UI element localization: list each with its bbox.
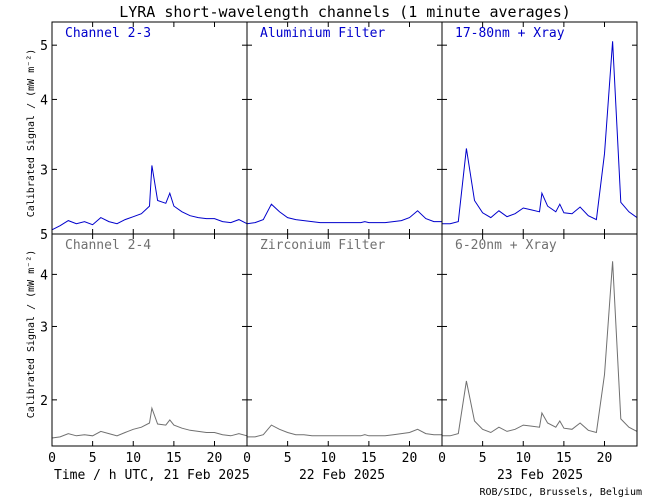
- x-tick-label-3-15: 15: [556, 451, 572, 466]
- x-tick-label-3-10: 10: [515, 451, 531, 466]
- y-axis-label-top: Calibrated Signal / (mW m⁻²): [26, 49, 37, 218]
- panel-label-bottom-1: Channel 2-4: [65, 238, 151, 253]
- series-top-1: [51, 165, 248, 231]
- y-tick-label-top-3: 3: [40, 163, 48, 178]
- date-label-day3: 23 Feb 2025: [497, 468, 583, 483]
- series-bottom-3: [442, 261, 638, 437]
- series-top-2: [246, 203, 442, 225]
- x-tick-label-1-0: 0: [48, 451, 56, 466]
- x-tick-label-1-10: 10: [125, 451, 141, 466]
- series-bottom-2: [247, 424, 442, 438]
- plot-area: Channel 2-3 Aluminium Filter 17-80nm + Xra…: [40, 21, 638, 466]
- y-tick-label-top-5: 5: [40, 39, 48, 54]
- y-tick-label-bottom-4: 4: [40, 268, 48, 283]
- panel-label-top-2: Aluminium Filter: [260, 26, 385, 41]
- x-tick-label-2-10: 10: [320, 451, 336, 466]
- y-tick-label-bottom-3: 3: [40, 320, 48, 335]
- y-tick-label-top-4: 4: [40, 93, 48, 108]
- y-tick-label-bottom-2: 2: [40, 394, 48, 409]
- x-tick-label-2-20: 20: [402, 451, 418, 466]
- chart-title: LYRA short-wavelength channels (1 minute…: [119, 3, 571, 21]
- x-tick-label-2-0: 0: [243, 451, 251, 466]
- panel-label-bottom-2: Zirconium Filter: [260, 238, 385, 253]
- x-tick-label-2-15: 15: [361, 451, 377, 466]
- y-axis-label-bottom: Calibrated Signal / (mW m⁻²): [26, 250, 37, 419]
- x-tick-label-3-20: 20: [597, 451, 613, 466]
- x-tick-label-3-5: 5: [479, 451, 487, 466]
- series-bottom-1: [51, 406, 248, 439]
- panel-label-bottom-3: 6-20nm + Xray: [455, 238, 557, 253]
- y-tick-label-bottom-5: 5: [40, 228, 48, 243]
- x-tick-label-3-0: 0: [438, 451, 446, 466]
- series-top-3: [442, 41, 638, 225]
- panel-label-top-3: 17-80nm + Xray: [455, 26, 565, 41]
- panel-label-top-1: Channel 2-3: [65, 26, 151, 41]
- x-tick-label-1-15: 15: [166, 451, 182, 466]
- x-tick-label-2-5: 5: [284, 451, 292, 466]
- date-label-day2: 22 Feb 2025: [299, 468, 385, 483]
- credit-text: ROB/SIDC, Brussels, Belgium: [479, 487, 642, 498]
- x-tick-label-1-5: 5: [89, 451, 97, 466]
- x-axis-label: Time / h UTC, 21 Feb 2025: [54, 468, 250, 483]
- x-tick-label-1-20: 20: [207, 451, 223, 466]
